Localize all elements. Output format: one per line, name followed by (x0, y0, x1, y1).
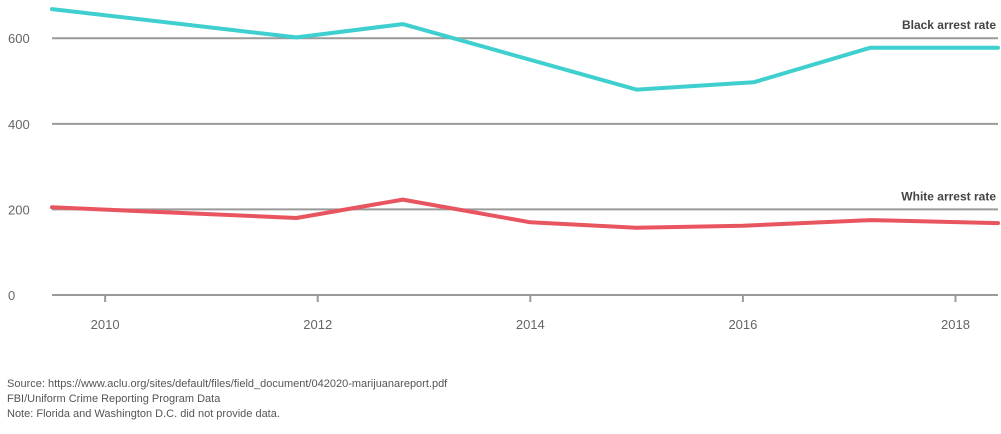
gridlines (52, 37, 998, 211)
source-note: Source: https://www.aclu.org/sites/defau… (7, 378, 448, 390)
series-label-black: Black arrest rate (902, 18, 996, 32)
series-label-white: White arrest rate (901, 189, 996, 203)
data-source-note: FBI/Uniform Crime Reporting Program Data (7, 393, 221, 405)
y-tick-label: 400 (8, 117, 30, 132)
x-tick-label: 2016 (728, 317, 757, 332)
footnote: Note: Florida and Washington D.C. did no… (7, 408, 280, 420)
x-axis (52, 294, 998, 302)
series-line-white (50, 197, 1000, 230)
series-lines (50, 7, 1000, 230)
x-tick-label: 2012 (303, 317, 332, 332)
chart-notes: Source: https://www.aclu.org/sites/defau… (7, 377, 447, 422)
line-chart: 0 200 400 600 2010 2012 2014 2016 2018 Black ar… (8, 7, 1000, 332)
series-labels: Black arrest rate White arrest rate (901, 18, 996, 203)
x-tick-label: 2010 (91, 317, 120, 332)
y-tick-label: 600 (8, 31, 30, 46)
y-tick-labels: 0 200 400 600 (8, 31, 30, 303)
x-tick-labels: 2010 2012 2014 2016 2018 (91, 317, 970, 332)
series-line-black (50, 7, 1000, 92)
y-tick-label: 0 (8, 288, 15, 303)
y-tick-label: 200 (8, 202, 30, 217)
x-tick-label: 2018 (941, 317, 970, 332)
x-tick-label: 2014 (516, 317, 545, 332)
